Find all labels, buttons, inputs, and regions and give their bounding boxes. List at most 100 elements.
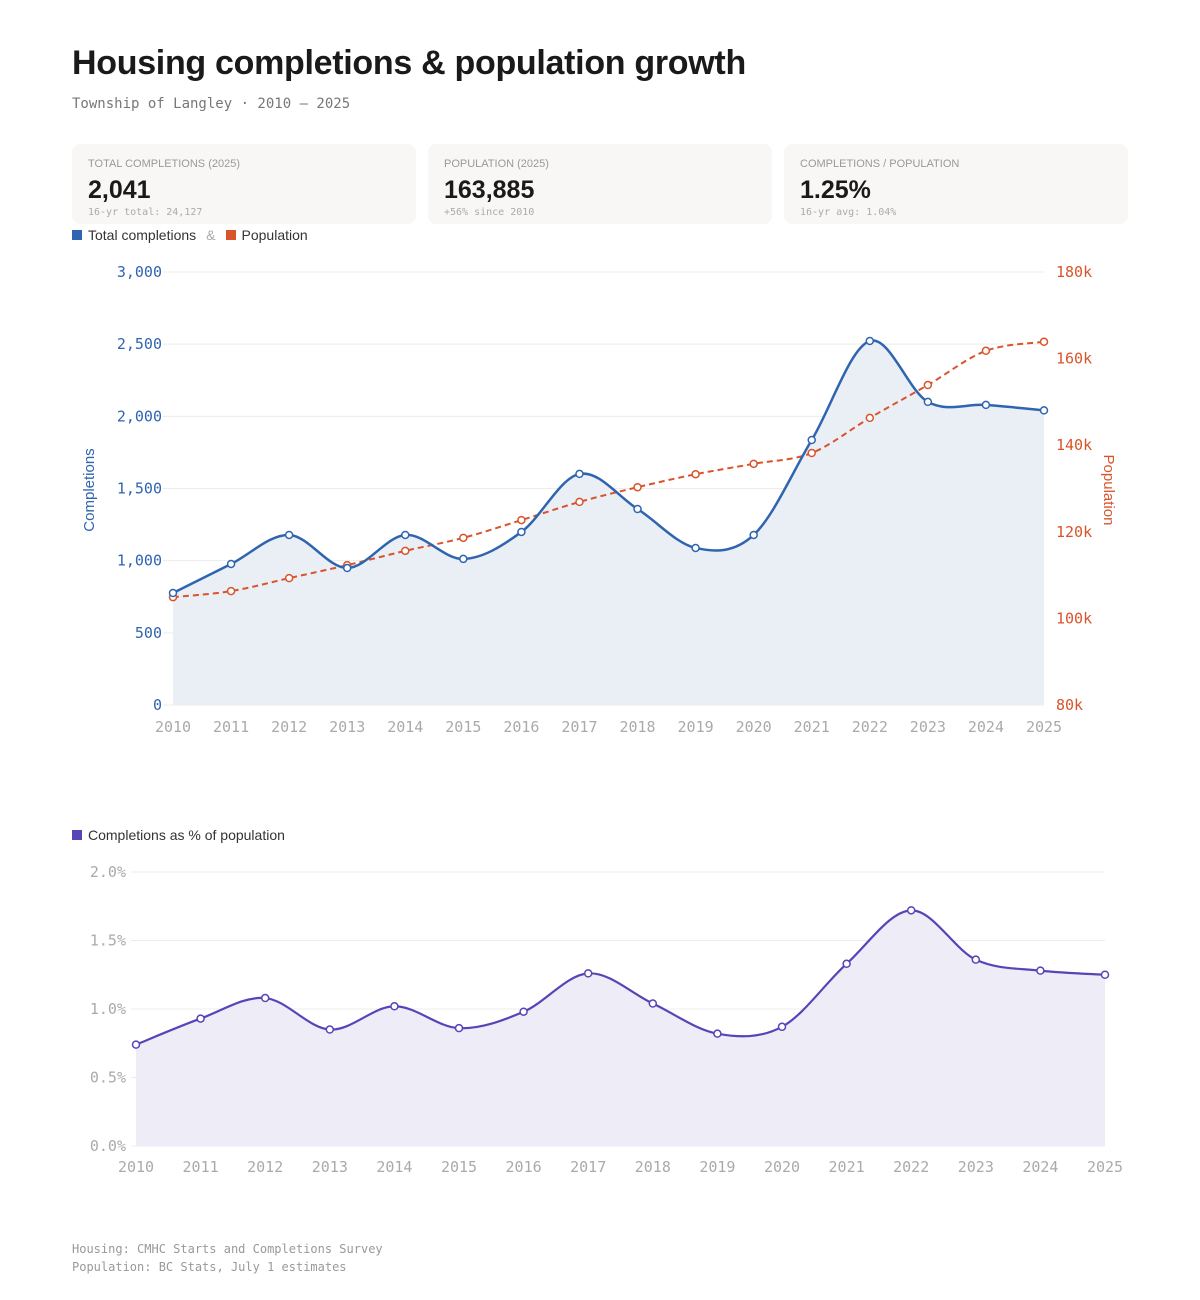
y-tick-label: 1,500 xyxy=(117,480,162,498)
x-tick-label: 2021 xyxy=(829,1158,865,1176)
completions-point xyxy=(865,336,875,346)
card-label: COMPLETIONS / POPULATION xyxy=(800,158,960,170)
population-point xyxy=(981,346,991,356)
legend-amp: & xyxy=(206,227,216,243)
y-tick-label: 1.0% xyxy=(90,1000,126,1018)
completions-point xyxy=(226,559,236,569)
x-tick-label: 2019 xyxy=(699,1158,735,1176)
percent-point xyxy=(196,1014,205,1023)
population-point xyxy=(807,448,816,458)
x-tick-label: 2015 xyxy=(445,718,481,736)
completions-point xyxy=(401,530,410,540)
population-point xyxy=(691,469,700,479)
completions-point xyxy=(459,554,468,564)
y-tick-label: 1,000 xyxy=(117,552,162,570)
card-note: 16-yr total: 24,127 xyxy=(88,207,203,218)
x-tick-label: 2015 xyxy=(441,1158,477,1176)
y2-tick-label: 80k xyxy=(1056,696,1083,714)
subtitle: Township of Langley · 2010 – 2025 xyxy=(72,96,351,112)
percent-point xyxy=(971,955,981,964)
completions-point xyxy=(981,400,991,410)
completions-line xyxy=(172,339,1045,595)
x-tick-label: 2017 xyxy=(561,718,597,736)
population-point xyxy=(749,459,758,469)
population-point xyxy=(865,413,875,423)
y2-axis-label: Population xyxy=(1100,455,1117,526)
percent-point xyxy=(842,959,851,969)
card-value: 2,041 xyxy=(88,176,151,204)
percent-point xyxy=(131,1040,141,1049)
completions-point xyxy=(168,588,178,598)
x-tick-label: 2011 xyxy=(213,718,249,736)
legend-percent: Completions as % of population xyxy=(88,827,285,843)
completions-point xyxy=(633,504,642,514)
population-line xyxy=(172,340,1045,599)
y2-tick-label: 120k xyxy=(1056,523,1092,541)
percent-point xyxy=(583,969,593,978)
completions-point xyxy=(517,527,526,537)
stat-card-population: POPULATION (2025) 163,885 +56% since 201… xyxy=(428,144,772,224)
y-tick-label: 2,500 xyxy=(117,335,162,353)
percent-point xyxy=(454,1023,464,1033)
percent-point xyxy=(713,1029,722,1038)
x-tick-label: 2020 xyxy=(736,718,772,736)
y2-tick-label: 140k xyxy=(1056,436,1092,454)
x-tick-label: 2025 xyxy=(1087,1158,1123,1176)
completions-point xyxy=(284,530,294,540)
completions-point xyxy=(575,469,584,479)
x-tick-label: 2018 xyxy=(635,1158,671,1176)
y2-tick-label: 160k xyxy=(1056,350,1092,368)
y-tick-label: 1.5% xyxy=(90,932,126,950)
legend-completions: Total completions xyxy=(88,227,197,243)
source-housing: Housing: CMHC Starts and Completions Sur… xyxy=(72,1242,383,1256)
x-tick-label: 2012 xyxy=(247,1158,283,1176)
percent-chart: 0.0% 0.5% 1.0% 1.5% 2.0% 2010 2011 2012 2013 2014… xyxy=(90,863,1123,1176)
x-tick-label: 2020 xyxy=(764,1158,800,1176)
percent-point xyxy=(325,1025,335,1034)
stat-card-completions: TOTAL COMPLETIONS (2025) 2,041 16-yr tot… xyxy=(72,144,416,224)
stat-card-ratio: COMPLETIONS / POPULATION 1.25% 16-yr avg… xyxy=(784,144,1128,224)
population-point xyxy=(575,497,584,507)
legend-top: Total completions & Population xyxy=(72,227,308,243)
x-tick-label: 2017 xyxy=(570,1158,606,1176)
percent-area xyxy=(136,910,1105,1146)
completions-area xyxy=(173,340,1044,705)
y-tick-label: 3,000 xyxy=(117,263,162,281)
percent-point xyxy=(906,906,916,915)
card-note: 16-yr avg: 1.04% xyxy=(800,207,897,218)
percent-line xyxy=(135,909,1106,1046)
percent-point xyxy=(648,999,658,1008)
x-tick-label: 2022 xyxy=(852,718,888,736)
completions-point xyxy=(1039,406,1049,415)
population-point xyxy=(517,515,526,525)
completions-point xyxy=(923,397,933,407)
card-value: 163,885 xyxy=(444,176,535,204)
y-tick-label: 2,000 xyxy=(117,407,162,425)
completions-point xyxy=(749,530,758,540)
population-point xyxy=(633,482,642,492)
y-axis-label: Completions xyxy=(81,448,98,531)
x-tick-label: 2022 xyxy=(893,1158,929,1176)
completions-point xyxy=(691,543,700,553)
completions-population-chart: 0 500 1,000 1,500 2,000 2,500 3,000 80k 100k 120k… xyxy=(81,263,1117,736)
card-label: TOTAL COMPLETIONS (2025) xyxy=(88,158,241,170)
x-tick-label: 2016 xyxy=(506,1158,542,1176)
legend-swatch-population xyxy=(225,230,236,240)
population-point xyxy=(284,573,294,583)
x-tick-label: 2025 xyxy=(1026,718,1062,736)
footer-sources: Housing: CMHC Starts and Completions Sur… xyxy=(72,1240,383,1276)
percent-point xyxy=(390,1002,399,1011)
x-tick-label: 2021 xyxy=(794,718,830,736)
x-tick-label: 2019 xyxy=(678,718,714,736)
population-point xyxy=(1039,337,1049,347)
population-point xyxy=(923,380,933,390)
completions-point xyxy=(807,435,816,445)
population-point xyxy=(226,586,236,596)
completions-point xyxy=(342,563,352,573)
x-tick-label: 2023 xyxy=(910,718,946,736)
page-title: Housing completions & population growth xyxy=(72,44,746,82)
population-point xyxy=(459,533,468,543)
card-value: 1.25% xyxy=(800,176,871,204)
x-tick-label: 2024 xyxy=(1022,1158,1058,1176)
